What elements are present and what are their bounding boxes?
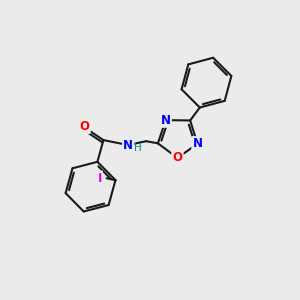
Text: O: O [172, 152, 182, 164]
Text: O: O [80, 120, 90, 133]
Text: N: N [192, 137, 203, 150]
Text: N: N [123, 139, 133, 152]
Text: H: H [134, 143, 142, 153]
Text: N: N [161, 114, 171, 127]
Text: I: I [98, 172, 102, 185]
